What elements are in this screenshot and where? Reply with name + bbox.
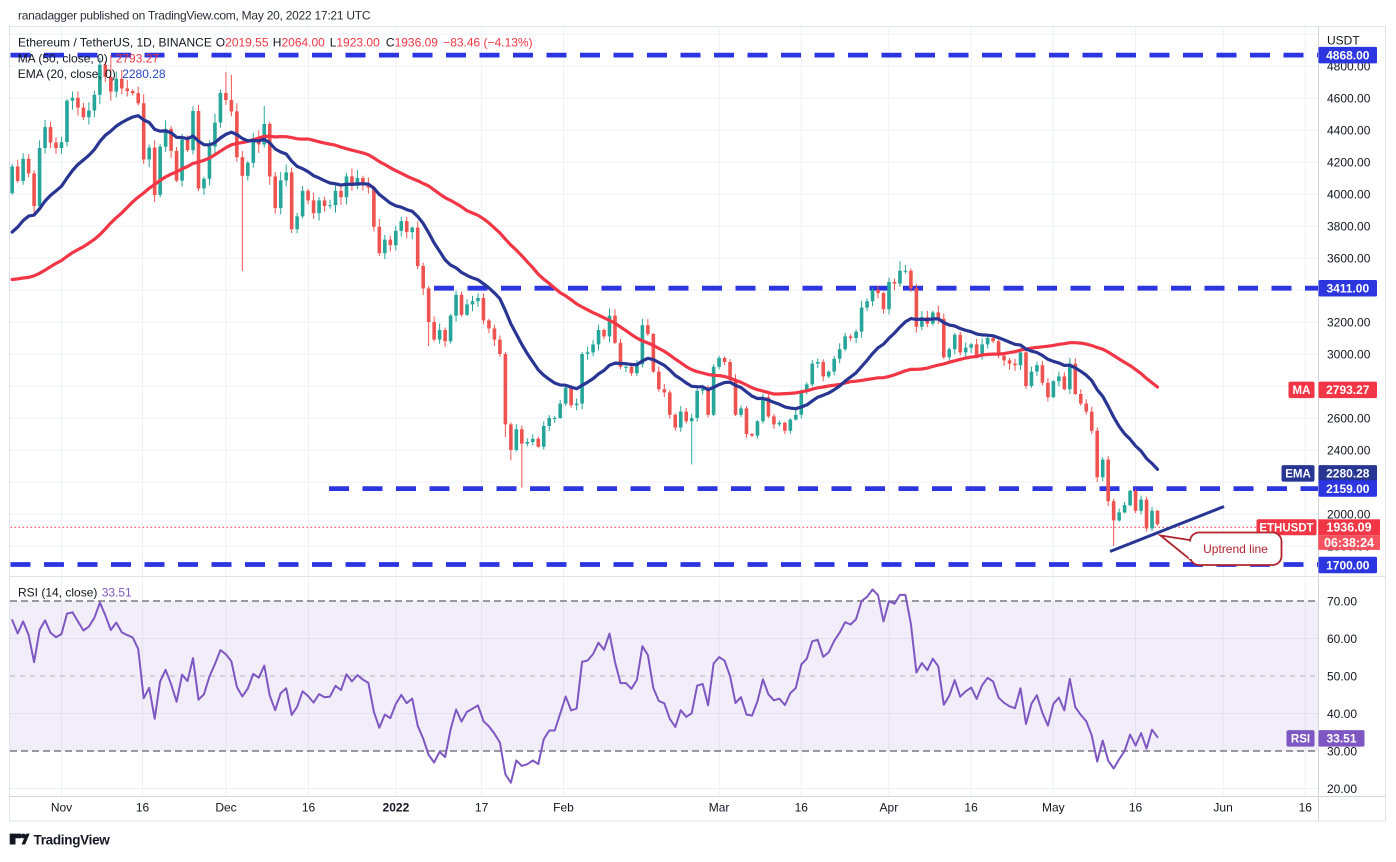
svg-text:33.51: 33.51 [1326, 732, 1356, 746]
svg-text:RSI: RSI [1291, 734, 1310, 746]
svg-text:May: May [1042, 801, 1065, 815]
svg-text:20.00: 20.00 [1327, 782, 1357, 796]
svg-text:4400.00: 4400.00 [1327, 124, 1371, 138]
svg-text:ETHUSDT: ETHUSDT [1259, 523, 1313, 535]
svg-text:Uptrend line: Uptrend line [1203, 542, 1268, 556]
svg-text:3600.00: 3600.00 [1327, 252, 1371, 266]
svg-text:Ethereum / TetherUS, 1D, BINAN: Ethereum / TetherUS, 1D, BINANCE O2019.55… [18, 36, 533, 50]
svg-text:Mar: Mar [709, 801, 730, 815]
svg-text:Nov: Nov [51, 801, 72, 815]
svg-text:3200.00: 3200.00 [1327, 316, 1371, 330]
svg-text:06:38:24: 06:38:24 [1324, 536, 1374, 550]
svg-text:60.00: 60.00 [1327, 632, 1357, 646]
svg-text:EMA (20, close, 0)2280.28: EMA (20, close, 0) 2280.28 [18, 67, 166, 81]
svg-text:2159.00: 2159.00 [1326, 482, 1370, 496]
svg-text:TradingView: TradingView [34, 832, 111, 847]
svg-text:2400.00: 2400.00 [1327, 444, 1371, 458]
svg-text:MA: MA [1293, 385, 1311, 397]
svg-text:16: 16 [1299, 801, 1313, 815]
svg-text:50.00: 50.00 [1327, 670, 1357, 684]
svg-text:3000.00: 3000.00 [1327, 348, 1371, 362]
svg-text:4868.00: 4868.00 [1326, 48, 1370, 62]
svg-text:Dec: Dec [215, 801, 236, 815]
svg-text:2000.00: 2000.00 [1327, 508, 1371, 522]
svg-text:40.00: 40.00 [1327, 707, 1357, 721]
svg-text:3411.00: 3411.00 [1326, 282, 1369, 296]
svg-text:2280.28: 2280.28 [1326, 467, 1370, 481]
svg-text:4200.00: 4200.00 [1327, 156, 1371, 170]
svg-text:4600.00: 4600.00 [1327, 92, 1371, 106]
svg-text:16: 16 [964, 801, 978, 815]
svg-text:EMA: EMA [1285, 469, 1311, 481]
svg-text:1700.00: 1700.00 [1326, 558, 1370, 572]
svg-text:2793.27: 2793.27 [1326, 383, 1370, 397]
svg-text:2022: 2022 [383, 801, 410, 815]
svg-text:2600.00: 2600.00 [1327, 412, 1371, 426]
svg-text:16: 16 [1129, 801, 1143, 815]
svg-text:17: 17 [475, 801, 489, 815]
svg-text:30.00: 30.00 [1327, 745, 1357, 759]
svg-text:Apr: Apr [880, 801, 899, 815]
svg-text:16: 16 [795, 801, 809, 815]
svg-text:70.00: 70.00 [1327, 595, 1357, 609]
svg-text:3800.00: 3800.00 [1327, 220, 1371, 234]
svg-text:RSI (14, close)33.51: RSI (14, close) 33.51 [18, 586, 132, 600]
svg-text:Feb: Feb [553, 801, 574, 815]
svg-text:4000.00: 4000.00 [1327, 188, 1371, 202]
svg-text:Jun: Jun [1213, 801, 1232, 815]
svg-text:16: 16 [136, 801, 150, 815]
svg-text:MA (50, close, 0)2793.27: MA (50, close, 0) 2793.27 [18, 52, 160, 66]
svg-text:1936.09: 1936.09 [1326, 521, 1371, 535]
svg-text:16: 16 [302, 801, 316, 815]
svg-text:USDT: USDT [1327, 33, 1360, 47]
svg-text:ranadagger published on Tradin: ranadagger published on TradingView.com,… [18, 9, 371, 23]
